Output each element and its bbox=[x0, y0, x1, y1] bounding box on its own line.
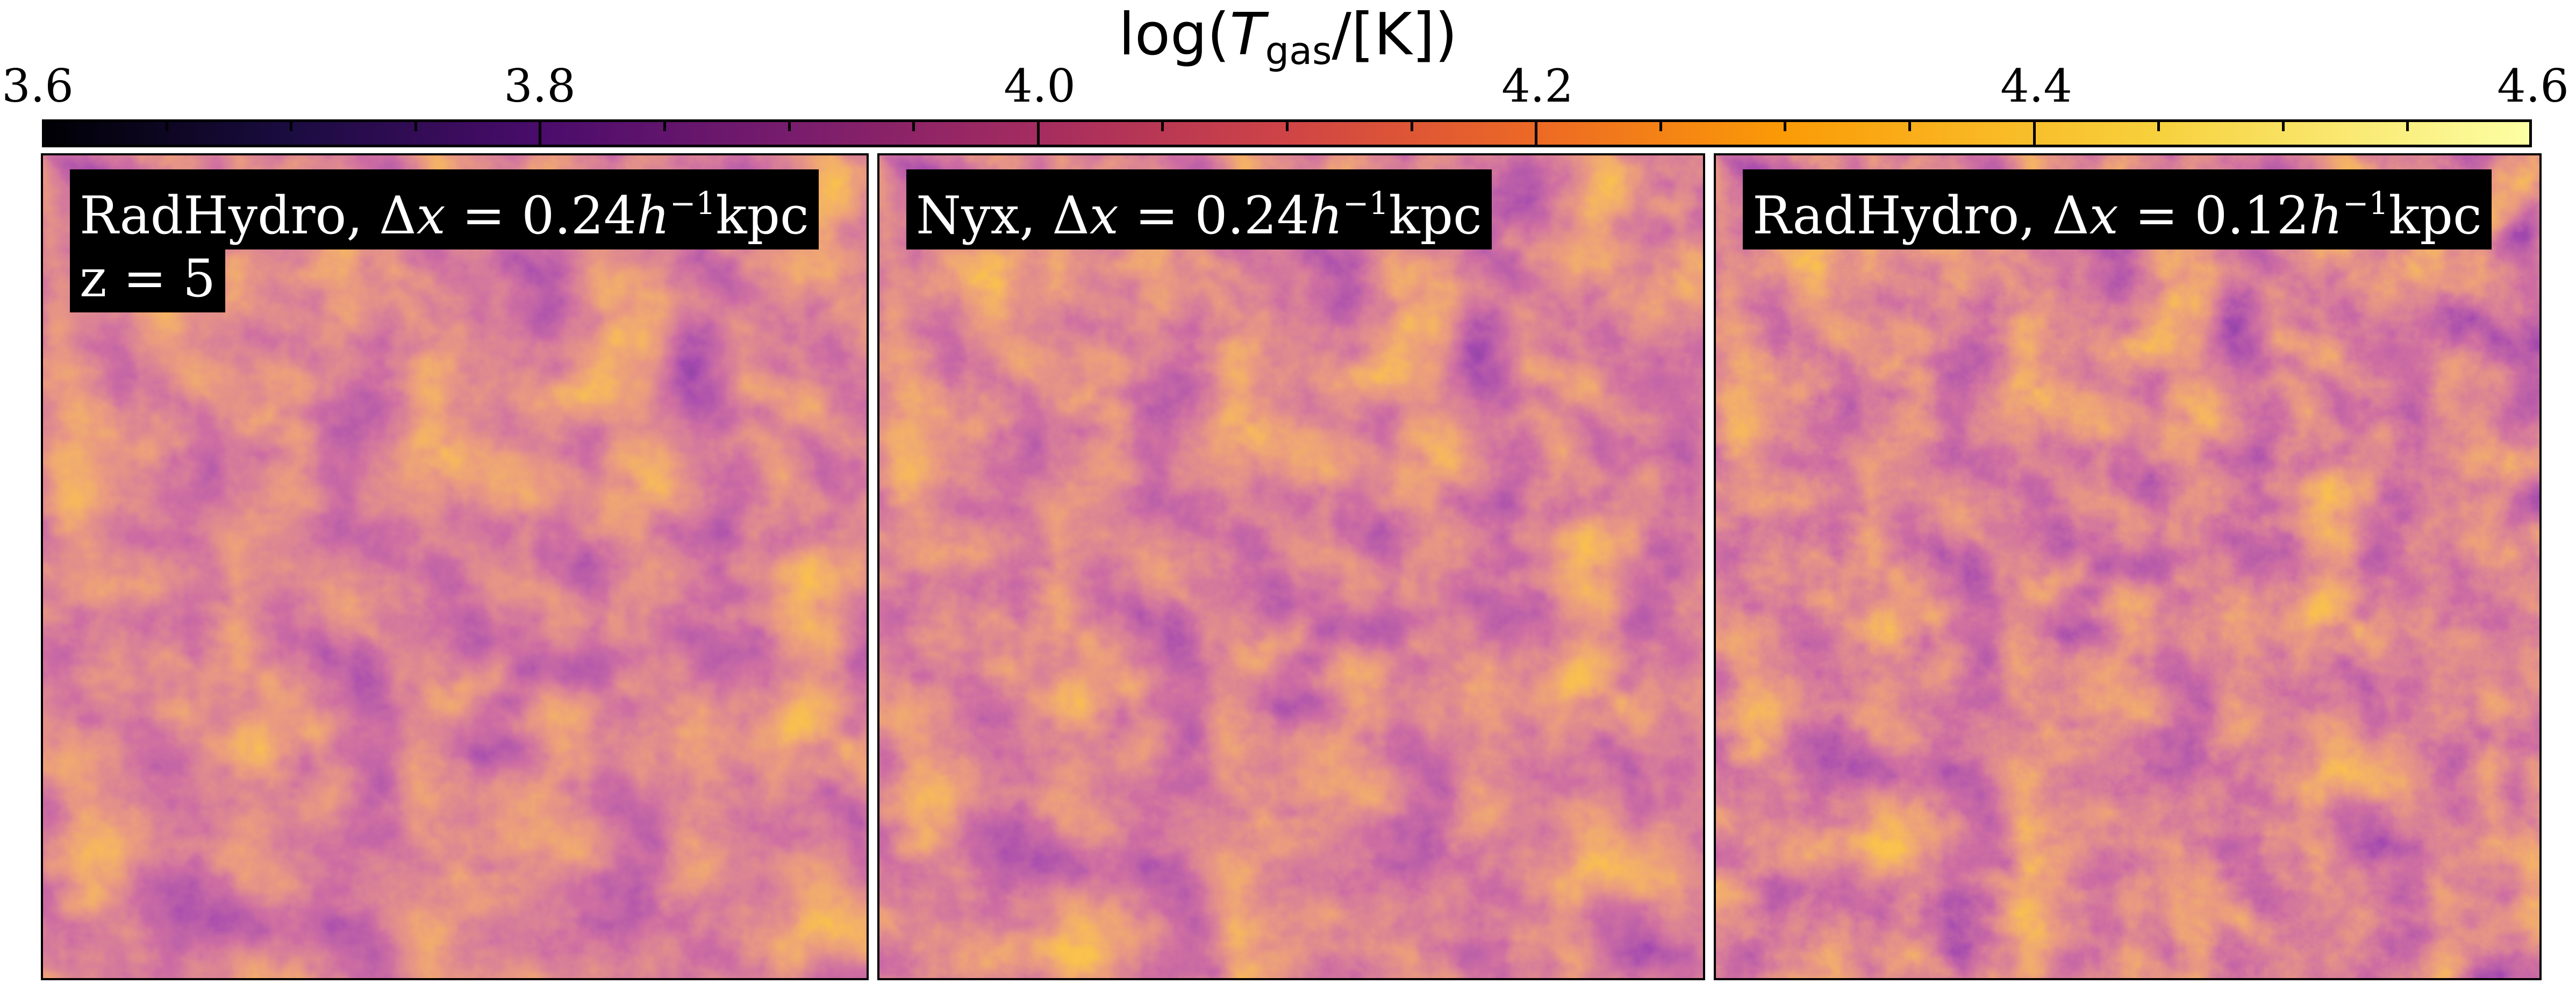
colorbar-ticks bbox=[42, 119, 2532, 147]
colorbar-minor-tick bbox=[1410, 119, 1413, 131]
colorbar-minor-tick bbox=[912, 119, 915, 131]
colorbar-minor-tick bbox=[414, 119, 417, 131]
panel-radhydro-012: RadHydro, Δx = 0.12h−1kpc bbox=[1714, 153, 2542, 980]
colorbar-tick-label: 4.4 bbox=[2000, 60, 2072, 112]
colorbar-major-tick bbox=[539, 119, 542, 147]
colorbar-minor-tick bbox=[1659, 119, 1662, 131]
colorbar-major-tick bbox=[1535, 119, 1538, 147]
colorbar-tick-label: 3.6 bbox=[2, 60, 74, 112]
colorbar-major-tick bbox=[1036, 119, 1040, 147]
colorbar-minor-tick bbox=[1908, 119, 1911, 131]
colorbar-minor-tick bbox=[2157, 119, 2160, 131]
colorbar-title: log(Tgas/[K]) bbox=[1118, 1, 1458, 73]
panel-label: RadHydro, Δx = 0.24h−1kpc bbox=[70, 169, 819, 249]
colorbar-tick-label: 4.0 bbox=[1004, 60, 1076, 112]
temperature-map-image bbox=[1716, 155, 2539, 978]
colorbar-tick-label: 4.6 bbox=[2497, 60, 2569, 112]
redshift-label: z = 5 bbox=[70, 245, 226, 312]
colorbar-minor-tick bbox=[2406, 119, 2409, 131]
panel-radhydro-024: RadHydro, Δx = 0.24h−1kpc z = 5 bbox=[41, 153, 869, 980]
colorbar-minor-tick bbox=[1161, 119, 1164, 131]
panel-label: Nyx, Δx = 0.24h−1kpc bbox=[906, 169, 1492, 249]
colorbar-tick-label: 3.8 bbox=[504, 60, 576, 112]
colorbar-tick-label: 4.2 bbox=[1501, 60, 1573, 112]
colorbar-major-tick bbox=[2033, 119, 2036, 147]
panel-nyx-024: Nyx, Δx = 0.24h−1kpc bbox=[877, 153, 1705, 980]
colorbar-minor-tick bbox=[788, 119, 791, 131]
temperature-map-image bbox=[879, 155, 1703, 978]
colorbar-minor-tick bbox=[1784, 119, 1787, 131]
colorbar-minor-tick bbox=[165, 119, 168, 131]
colorbar-tick-labels: 3.6 3.8 4.0 4.2 4.4 4.6 bbox=[0, 59, 2576, 113]
panel-label: RadHydro, Δx = 0.12h−1kpc bbox=[1743, 169, 2492, 249]
colorbar-minor-tick bbox=[2281, 119, 2285, 131]
colorbar-minor-tick bbox=[663, 119, 666, 131]
colorbar-minor-tick bbox=[1286, 119, 1289, 131]
colorbar-minor-tick bbox=[290, 119, 293, 131]
